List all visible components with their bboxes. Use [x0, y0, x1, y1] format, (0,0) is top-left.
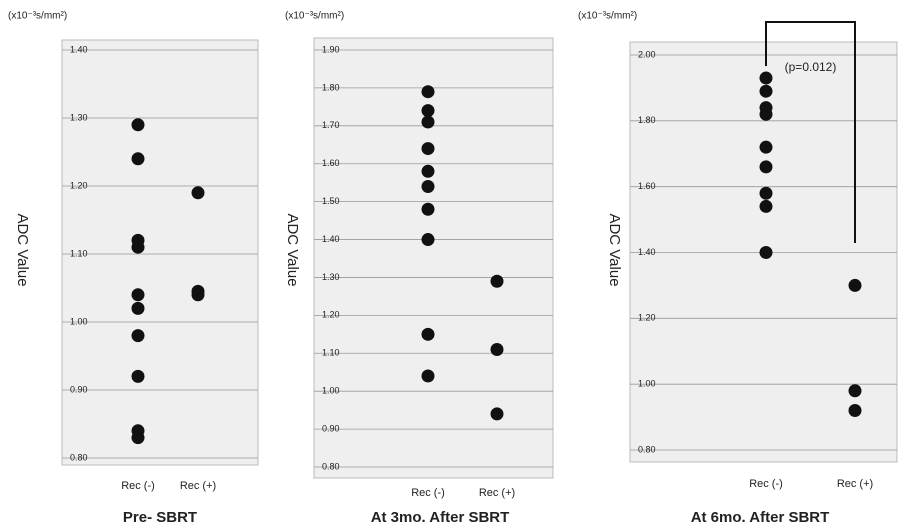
data-point: [421, 369, 435, 383]
y-tick-label: 2.00: [638, 49, 656, 59]
chart-title: Pre- SBRT: [123, 509, 197, 526]
data-point: [131, 240, 145, 254]
y-axis-label: ADC Value: [14, 213, 31, 286]
y-tick-label: 1.10: [322, 348, 340, 358]
data-point: [759, 84, 773, 98]
data-point: [759, 199, 773, 213]
data-point: [759, 246, 773, 259]
panel: 0.80 0.90 1.00 1.10 1.20 1.30 1.40 (x10⁻³s/mm²)…: [8, 11, 259, 526]
y-tick-label: 1.40: [638, 247, 656, 257]
data-point: [131, 431, 145, 445]
x-tick-label: Rec (-): [411, 487, 445, 499]
x-tick-label: Rec (+): [180, 480, 216, 492]
panel: 0.80 1.00 1.20 1.40 1.60 1.80 2.00 (x10⁻³s/mm²)…: [578, 11, 898, 526]
data-point: [191, 288, 205, 302]
x-tick-label: Rec (-): [749, 478, 783, 490]
chart-title: At 3mo. After SBRT: [371, 509, 510, 526]
data-point: [848, 278, 862, 292]
x-tick-label: Rec (+): [479, 487, 515, 499]
data-point: [131, 118, 145, 132]
y-tick-label: 1.80: [638, 115, 656, 125]
data-point: [421, 327, 435, 341]
y-tick-label: 0.80: [322, 461, 340, 471]
y-tick-label: 1.40: [70, 44, 88, 54]
y-tick-label: 1.80: [322, 82, 340, 92]
data-point: [759, 107, 773, 121]
data-point: [421, 164, 435, 178]
units-label: (x10⁻³s/mm²): [8, 11, 67, 22]
data-point: [131, 329, 145, 343]
y-tick-label: 1.30: [70, 112, 88, 122]
units-label: (x10⁻³s/mm²): [578, 11, 637, 22]
panel: 0.80 0.90 1.00 1.10 1.20 1.30 1.40 1.50 1.60 1.70…: [284, 11, 554, 526]
data-point: [421, 104, 435, 118]
y-axis-label: ADC Value: [284, 213, 301, 286]
units-label: (x10⁻³s/mm²): [285, 11, 344, 22]
y-tick-label: 1.10: [70, 248, 88, 258]
y-tick-label: 1.70: [322, 120, 340, 130]
y-tick-label: 1.00: [70, 316, 88, 326]
y-tick-label: 1.20: [638, 313, 656, 323]
x-tick-label: Rec (-): [121, 480, 155, 492]
data-point: [759, 186, 773, 200]
data-point: [191, 186, 205, 200]
data-point: [490, 274, 504, 288]
y-tick-label: 1.00: [322, 386, 340, 396]
data-point: [848, 404, 862, 417]
y-tick-label: 0.90: [70, 384, 88, 394]
y-tick-label: 1.20: [70, 180, 88, 190]
annotation: (p=0.012): [785, 60, 837, 74]
y-tick-label: 1.60: [638, 181, 656, 191]
data-point: [759, 71, 773, 85]
data-point: [421, 179, 435, 193]
y-tick-label: 1.60: [322, 158, 340, 168]
y-tick-label: 1.40: [322, 234, 340, 244]
plot-area: [313, 37, 554, 479]
data-point: [490, 342, 504, 356]
data-point: [131, 369, 145, 383]
data-point: [759, 160, 773, 174]
y-axis-label: ADC Value: [606, 213, 623, 286]
y-tick-label: 1.00: [638, 379, 656, 389]
y-tick-label: 0.90: [322, 423, 340, 433]
data-point: [421, 233, 435, 247]
data-point: [421, 85, 435, 99]
data-point: [131, 288, 145, 302]
y-tick-label: 0.80: [70, 452, 88, 462]
data-point: [490, 407, 504, 421]
data-point: [421, 142, 435, 156]
data-point: [848, 384, 862, 398]
plot-area: [61, 39, 259, 466]
y-tick-label: 1.90: [322, 44, 340, 54]
x-tick-label: Rec (+): [837, 478, 873, 490]
data-point: [421, 115, 435, 129]
y-tick-label: 0.80: [638, 444, 656, 454]
significance-bracket: [765, 21, 856, 243]
y-tick-label: 1.20: [322, 310, 340, 320]
data-point: [421, 202, 435, 216]
y-tick-label: 1.30: [322, 272, 340, 282]
data-point: [759, 140, 773, 154]
y-tick-label: 1.50: [322, 196, 340, 206]
chart-title: At 6mo. After SBRT: [691, 509, 830, 526]
data-point: [131, 301, 145, 315]
data-point: [131, 152, 145, 166]
